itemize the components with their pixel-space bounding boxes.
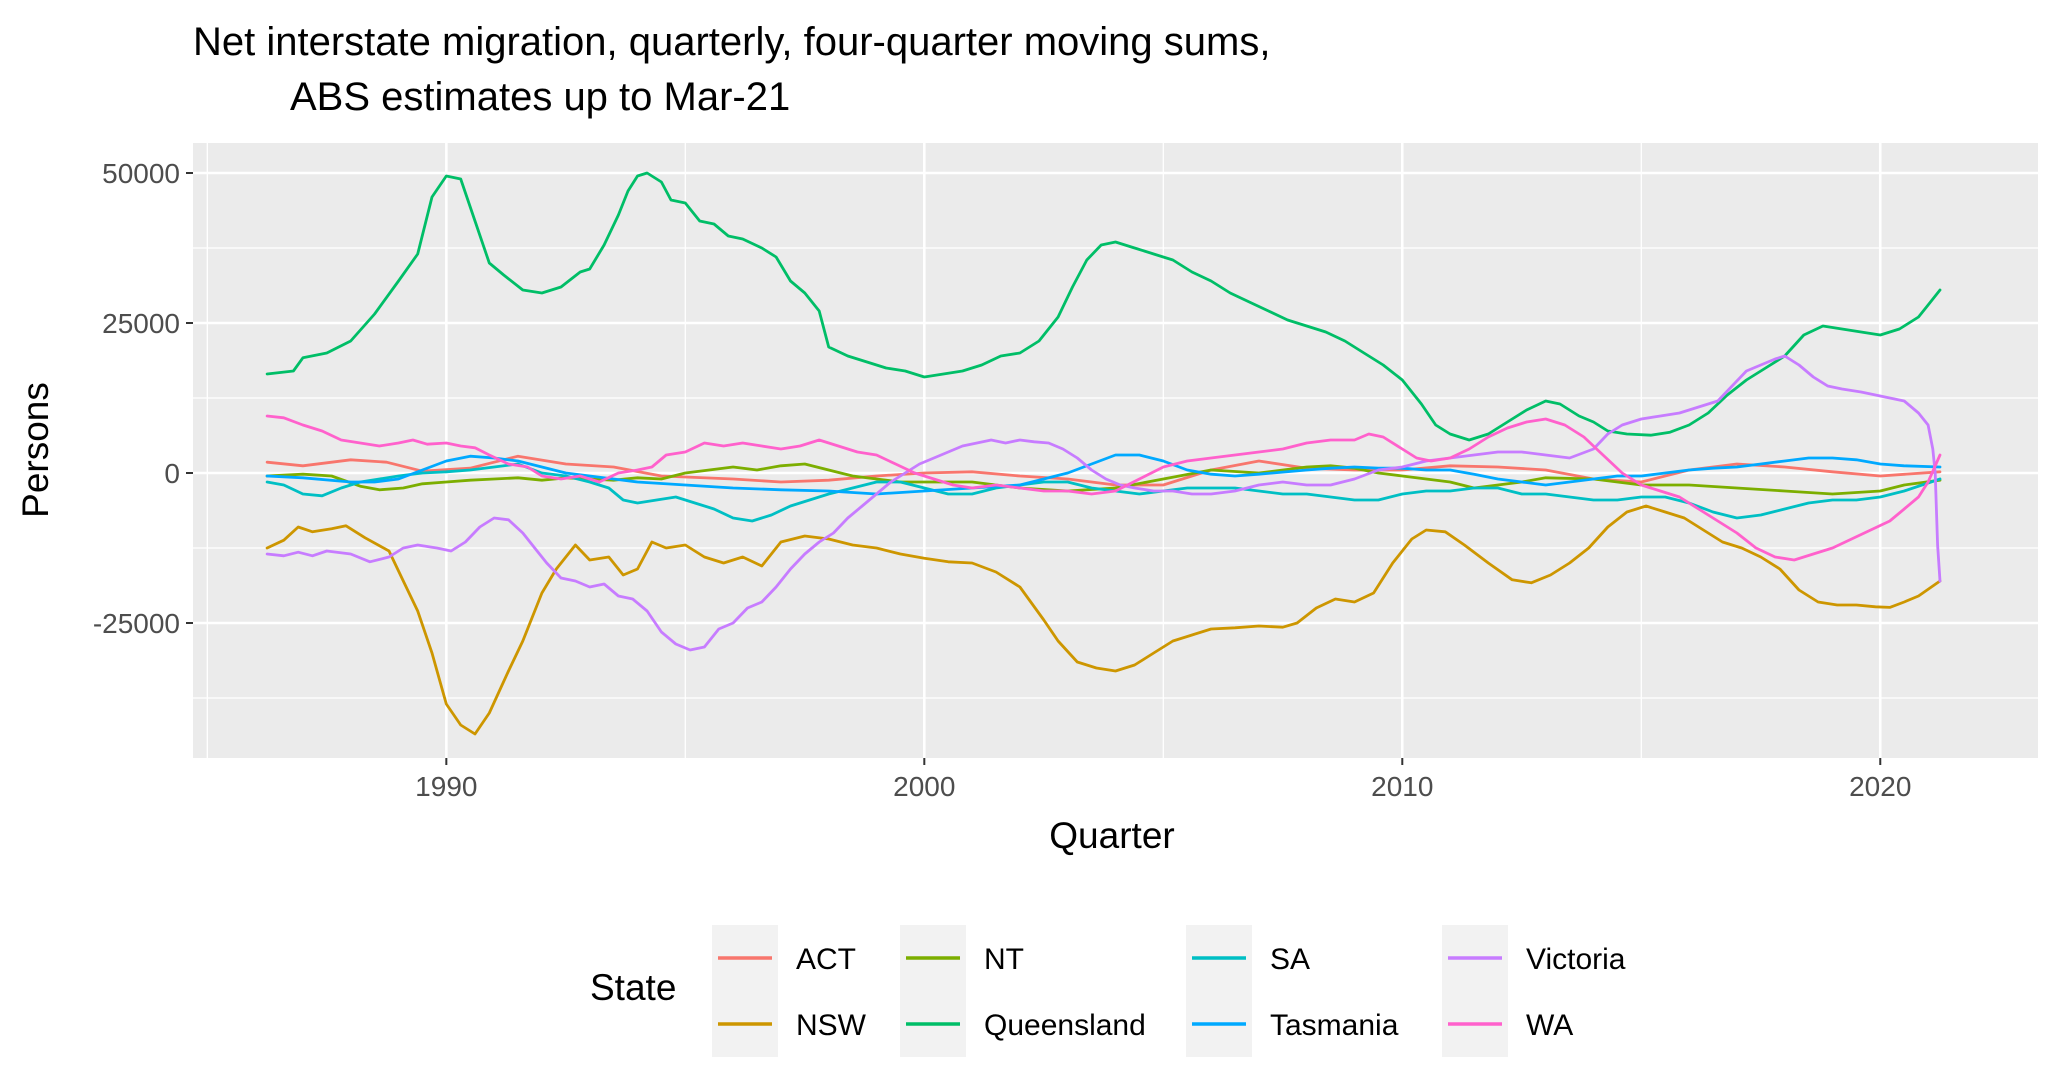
series-lines [265,171,1942,736]
x-tick-label: 1990 [415,771,477,802]
legend-item-act: ACT [712,925,856,991]
y-tick-label: 25000 [102,308,180,339]
series-line-queensland [265,171,1942,442]
y-tick-label: 0 [164,458,180,489]
legend-label: WA [1526,1009,1573,1042]
series-line-tasmania [265,453,1942,496]
x-tick-label: 2020 [1849,771,1911,802]
legend-item-sa: SA [1186,925,1310,991]
legend-item-nsw: NSW [712,991,867,1057]
legend-item-tasmania: Tasmania [1186,991,1399,1057]
legend-title: State [590,967,676,1008]
y-tick-label: 50000 [102,158,180,189]
series-line-act [265,454,1942,487]
x-tick-label: 2010 [1371,771,1433,802]
y-axis: -25000 0 25000 50000 [93,158,193,639]
series-line-nsw [265,504,1942,736]
legend-label: SA [1270,943,1310,976]
series-line-victoria [265,354,1942,652]
major-gridlines [193,143,2038,758]
x-axis-title: Quarter [1049,815,1174,856]
legend-label: Queensland [984,1009,1146,1042]
chart-title-line-1: Net interstate migration, quarterly, fou… [193,20,1270,64]
legend-label: Tasmania [1270,1009,1399,1042]
legend-item-queensland: Queensland [900,991,1146,1057]
legend-item-victoria: Victoria [1442,925,1626,991]
x-tick-label: 2000 [893,771,955,802]
y-axis-title: Persons [15,382,56,518]
legend-label: ACT [796,943,856,976]
series-line-wa [265,414,1942,562]
chart-title-line-2: ABS estimates up to Mar-21 [290,75,790,119]
plot-background [193,143,2038,758]
legend-label: NT [984,943,1024,976]
legend-item-wa: WA [1442,991,1573,1057]
legend: State ACT NSW NT Queensland SA Tasmania Victor… [590,925,1626,1057]
legend-item-nt: NT [900,925,1024,991]
legend-label: Victoria [1526,943,1626,976]
plot-panel [193,143,2038,758]
y-tick-label: -25000 [93,608,180,639]
x-axis: 1990 2000 2010 2020 [415,758,1911,802]
legend-label: NSW [796,1009,867,1042]
